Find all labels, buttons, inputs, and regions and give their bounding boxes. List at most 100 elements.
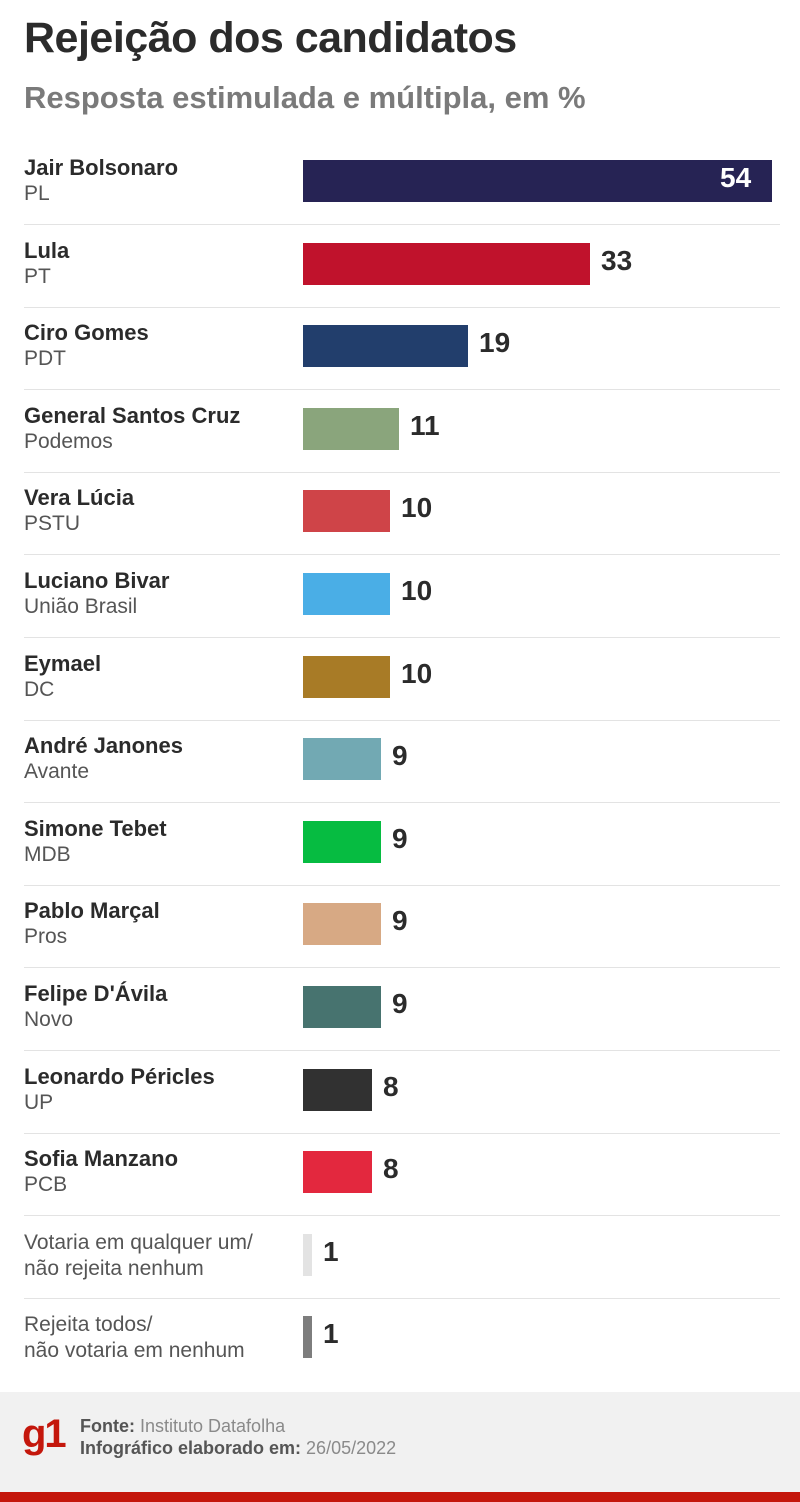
row-divider	[24, 967, 780, 969]
date-value: 26/05/2022	[306, 1438, 397, 1458]
candidate-name: Jair Bolsonaro	[24, 155, 179, 180]
bar-value-label: 33	[601, 244, 633, 276]
bar-row: Leonardo Péricles UP 8	[0, 1052, 800, 1134]
row-divider	[24, 224, 780, 225]
bar-row: Vera Lúcia PSTU 10	[0, 473, 800, 556]
row-divider	[24, 637, 780, 638]
bar	[303, 738, 381, 781]
candidate-party: Avante	[24, 760, 89, 784]
bar-row: Pablo Marçal Pros 9	[0, 886, 800, 969]
candidate-party: MDB	[24, 842, 71, 866]
candidate-name: Felipe D'Ávila	[24, 981, 168, 1006]
bar-row: General Santos Cruz Podemos 11	[0, 391, 800, 473]
bar-row: Jair Bolsonaro PL 54	[0, 143, 800, 225]
source-label: Fonte:	[80, 1416, 135, 1436]
bar	[303, 1068, 372, 1111]
candidate-party: PSTU	[24, 512, 81, 536]
bar-value-label: 10	[401, 492, 433, 524]
candidate-party: PT	[24, 264, 51, 288]
chart-subtitle: Resposta estimulada e múltipla, em %	[24, 80, 586, 115]
bar	[303, 1233, 312, 1276]
row-divider	[24, 471, 780, 473]
bar-value-label: 8	[383, 1070, 399, 1102]
bar-value-label: 19	[479, 327, 511, 359]
bar-value-label: 10	[401, 657, 433, 689]
bar	[303, 1151, 372, 1194]
row-divider	[24, 1132, 780, 1134]
bar-row: André Janones Avante 9	[0, 721, 800, 804]
bar-value-label: 11	[410, 409, 440, 441]
bar-row: Eymael DC 10	[0, 639, 800, 721]
candidate-name: General Santos Cruz	[24, 402, 241, 428]
candidate-party: Novo	[24, 1008, 74, 1031]
candidate-name: Ciro Gomes	[24, 320, 149, 346]
bar	[303, 820, 381, 863]
candidate-name: Eymael	[24, 650, 102, 676]
bar	[303, 490, 390, 533]
row-divider	[24, 1297, 780, 1299]
bar-row: Sofia Manzano PCB 8	[0, 1134, 800, 1217]
bar-row: Votaria em qualquer um/não rejeita nenhu…	[0, 1217, 800, 1299]
g1-logo[interactable]: g1	[22, 1412, 67, 1456]
category-label: não rejeita nenhum	[24, 1256, 204, 1280]
category-label: Rejeita todos/	[24, 1313, 153, 1337]
candidate-party: DC	[24, 677, 55, 701]
source-value: Instituto Datafolha	[140, 1416, 286, 1436]
candidate-party: União Brasil	[24, 595, 138, 618]
bar	[303, 903, 381, 946]
row-divider	[24, 306, 780, 308]
bar	[303, 325, 468, 368]
row-divider	[24, 1050, 780, 1051]
bar-row: Simone Tebet MDB 9	[0, 804, 800, 886]
chart-title: Rejeição dos candidatos	[24, 14, 517, 62]
bar-value-label: 10	[401, 575, 433, 606]
bar-value-label: 1	[323, 1318, 339, 1350]
candidate-party: UP	[24, 1090, 54, 1114]
bar	[303, 1316, 312, 1359]
bar-value-label: 1	[323, 1235, 339, 1267]
bar-row: Rejeita todos/não votaria em nenhum 1	[0, 1299, 800, 1381]
bar-row: Felipe D'Ávila Novo 9	[0, 969, 800, 1051]
candidate-party: Podemos	[24, 429, 113, 453]
candidate-name: André Janones	[24, 733, 183, 759]
bar-value-label: 9	[392, 988, 408, 1019]
bar-value-label: 8	[383, 1153, 399, 1185]
candidate-party: PL	[24, 182, 50, 205]
date-line: Infográfico elaborado em: 26/05/2022	[80, 1438, 396, 1459]
source-line: Fonte: Instituto Datafolha	[80, 1416, 285, 1437]
bar	[303, 986, 381, 1028]
footer-accent-bar	[0, 1492, 800, 1502]
row-divider	[24, 389, 780, 391]
candidate-name: Vera Lúcia	[24, 485, 135, 511]
bar-row: Luciano Bivar União Brasil 10	[0, 556, 800, 638]
candidate-party: Pros	[24, 925, 68, 949]
candidate-name: Pablo Marçal	[24, 898, 160, 924]
candidate-party: PCB	[24, 1173, 68, 1197]
candidate-name: Simone Tebet	[24, 815, 167, 841]
category-label: não votaria em nenhum	[24, 1339, 245, 1363]
bar	[303, 160, 772, 202]
date-label: Infográfico elaborado em:	[80, 1438, 302, 1458]
bar-row: Ciro Gomes PDT 19	[0, 308, 800, 391]
row-divider	[24, 719, 780, 721]
bar-value-label: 9	[392, 822, 408, 854]
bar	[303, 573, 390, 615]
bar-value-label: 9	[392, 740, 408, 772]
candidate-name: Luciano Bivar	[24, 568, 170, 593]
bar	[303, 242, 590, 285]
category-label: Votaria em qualquer um/	[24, 1230, 253, 1254]
bar	[303, 407, 399, 450]
bar-row: Lula PT 33	[0, 226, 800, 308]
candidate-name: Sofia Manzano	[24, 1146, 179, 1172]
candidate-party: PDT	[24, 347, 66, 371]
candidate-name: Lula	[24, 237, 70, 263]
row-divider	[24, 802, 780, 804]
footer: g1 Fonte: Instituto Datafolha Infográfic…	[0, 1392, 800, 1502]
row-divider	[24, 884, 780, 886]
row-divider	[24, 1215, 780, 1217]
bar	[303, 655, 390, 698]
bar-value-label: 54	[720, 162, 752, 193]
bar-value-label: 9	[392, 905, 408, 937]
row-divider	[24, 554, 780, 556]
candidate-name: Leonardo Péricles	[24, 1063, 215, 1089]
